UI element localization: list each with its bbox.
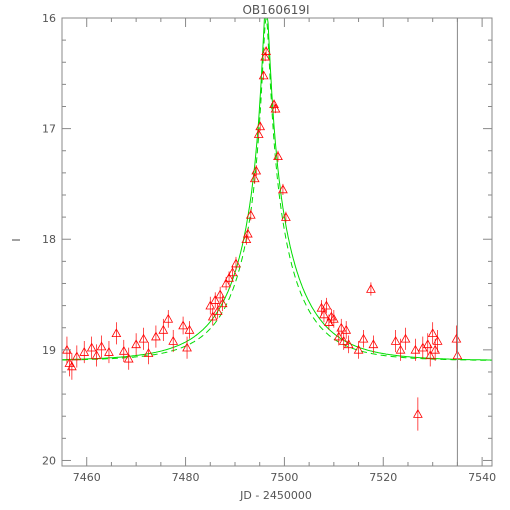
data-point (368, 339, 379, 349)
data-point (432, 335, 443, 345)
data-point (400, 333, 411, 343)
data-point (163, 313, 174, 323)
data-point (251, 165, 262, 175)
data-point (395, 344, 406, 354)
data-point (86, 342, 97, 352)
model-curve-dashed (62, 17, 492, 361)
data-point (111, 328, 122, 338)
data-point (184, 324, 195, 334)
data-point (207, 311, 218, 321)
model-curves (62, 17, 492, 361)
y-axis-label: I (10, 238, 23, 241)
data-point (343, 339, 354, 349)
data-point (118, 345, 129, 355)
x-tick-label: 7540 (468, 471, 496, 484)
data-point (430, 344, 441, 354)
x-tick-label: 7520 (369, 471, 397, 484)
data-point (338, 335, 349, 345)
data-point (245, 209, 256, 219)
data-point (366, 283, 376, 293)
y-tick-label: 19 (42, 344, 56, 357)
data-point (241, 234, 252, 243)
data-point (210, 295, 221, 304)
data-point (261, 46, 272, 55)
data-point (217, 298, 228, 308)
data-point (168, 335, 179, 345)
data-point (221, 278, 231, 288)
data-point (319, 309, 329, 319)
data-point (143, 348, 154, 357)
model-curve-solid (62, 17, 492, 361)
data-point (316, 302, 327, 312)
data-point (410, 344, 421, 354)
data-point (91, 350, 102, 360)
data-point (151, 331, 161, 341)
data-point (270, 103, 281, 113)
chart-title: OB160619I (242, 3, 309, 17)
data-point (390, 335, 401, 345)
data-point (333, 331, 344, 341)
tick-labels: 7460 7480 7500 7520 7540 16 17 18 19 20 (42, 12, 496, 484)
x-axis-label: JD - 2450000 (239, 489, 312, 502)
data-point (67, 361, 77, 371)
data-point (138, 333, 149, 343)
data-point (321, 300, 332, 310)
data-point (131, 339, 142, 349)
data-point (182, 342, 192, 352)
data-point (260, 51, 271, 61)
data-point (417, 342, 428, 352)
y-tick-label: 20 (42, 454, 56, 467)
data-point (242, 228, 253, 238)
y-tick-label: 18 (42, 233, 56, 246)
data-point (224, 272, 234, 282)
data-point (336, 322, 347, 332)
data-point (231, 258, 241, 268)
x-tick-label: 7460 (73, 471, 101, 484)
data-point (278, 184, 288, 194)
data-point (215, 289, 226, 299)
data-point (353, 344, 364, 354)
data-point (258, 70, 269, 80)
data-point (227, 267, 238, 277)
data-point (71, 351, 82, 361)
plot-border (61, 17, 493, 467)
data-point (281, 212, 291, 221)
data-point (79, 347, 90, 356)
data-point (273, 151, 283, 161)
x-tick-label: 7500 (270, 471, 298, 484)
data-point (205, 300, 216, 310)
data-point (425, 350, 436, 360)
y-tick-label: 16 (42, 12, 56, 25)
data-point (451, 333, 462, 343)
data-point (324, 317, 334, 326)
data-point (422, 339, 433, 349)
data-point (123, 353, 134, 363)
data-point (253, 129, 264, 138)
data-point (96, 341, 107, 351)
data-point (212, 306, 223, 315)
data-point (341, 324, 352, 334)
data-point (326, 311, 337, 321)
data-point (427, 328, 438, 338)
data-point (249, 173, 260, 183)
data-point (158, 324, 169, 334)
data-points (62, 46, 463, 431)
y-tick-label: 17 (42, 123, 56, 136)
data-point (178, 320, 188, 330)
data-point (328, 313, 339, 323)
x-tick-label: 7480 (172, 471, 200, 484)
data-point (358, 333, 369, 343)
data-point (255, 121, 266, 131)
data-point (104, 347, 114, 356)
plot-frame (61, 17, 493, 467)
data-point (412, 408, 423, 418)
